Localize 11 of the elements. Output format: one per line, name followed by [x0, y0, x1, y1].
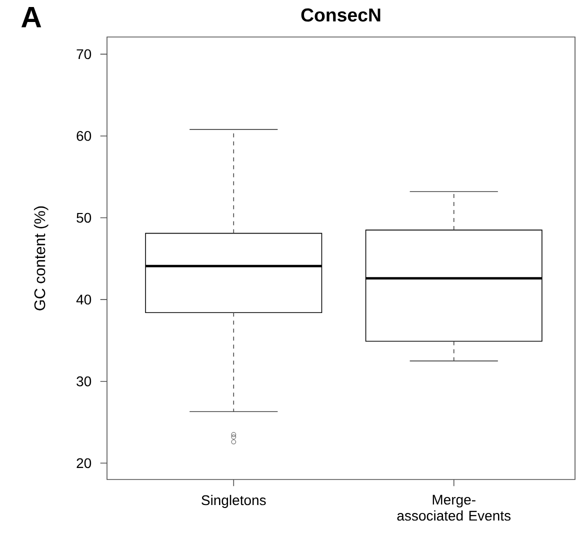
y-axis-title: GC content (%) — [34, 206, 48, 310]
x-tick-label: Merge-associated Events — [397, 494, 511, 521]
chart-title: ConsecN — [301, 8, 380, 22]
y-tick-label: 30 — [76, 376, 92, 386]
y-tick-label: 60 — [76, 131, 92, 141]
y-tick-label: 70 — [76, 49, 92, 60]
y-tick-label: 40 — [76, 294, 92, 305]
y-tick-label: 20 — [76, 458, 92, 468]
text: A — [21, 7, 42, 28]
x-tick-label: Singletons — [202, 494, 266, 508]
y-tick-label: 50 — [76, 212, 92, 223]
